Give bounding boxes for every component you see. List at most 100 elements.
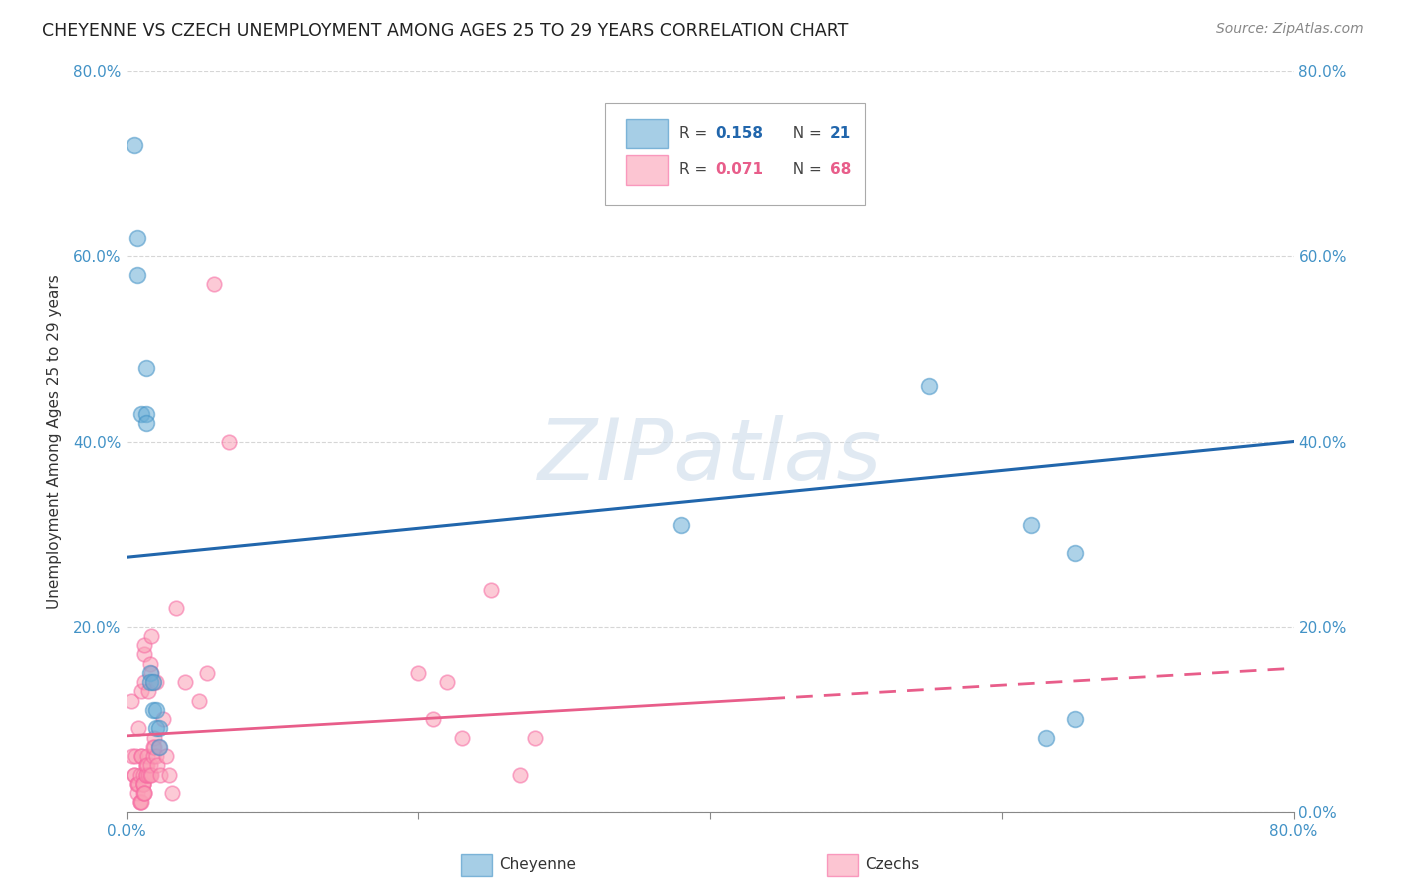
Point (141, 767, 163, 781)
Point (138, 684, 160, 698)
Text: ZIPatlas: ZIPatlas (538, 415, 882, 498)
Point (134, 407, 156, 421)
Point (142, 675, 165, 690)
Point (669, 517, 692, 532)
Text: R =: R = (679, 162, 713, 178)
Point (1019, 517, 1042, 532)
Point (509, 767, 531, 781)
Point (145, 703, 167, 717)
Point (134, 758, 156, 772)
Point (129, 407, 152, 421)
Point (134, 758, 156, 772)
Point (124, 749, 146, 764)
Point (132, 638, 155, 652)
Point (125, 777, 148, 791)
Point (129, 749, 152, 764)
Point (129, 749, 152, 764)
Point (136, 758, 159, 772)
Point (128, 767, 150, 781)
Text: Source: ZipAtlas.com: Source: ZipAtlas.com (1216, 22, 1364, 37)
Point (139, 657, 162, 671)
Point (122, 138, 145, 153)
Point (122, 767, 145, 781)
Text: Czechs: Czechs (865, 857, 920, 872)
Point (218, 434, 240, 449)
Point (125, 786, 148, 800)
Point (131, 786, 153, 800)
Text: R =: R = (679, 126, 713, 141)
Point (131, 767, 153, 781)
Point (121, 749, 143, 764)
Point (143, 739, 166, 754)
Point (142, 675, 165, 690)
Point (148, 722, 170, 736)
Point (1063, 712, 1085, 726)
Point (127, 722, 149, 736)
Point (479, 582, 502, 597)
Point (165, 601, 187, 615)
Point (195, 665, 218, 680)
Point (145, 749, 167, 764)
Text: CHEYENNE VS CZECH UNEMPLOYMENT AMONG AGES 25 TO 29 YEARS CORRELATION CHART: CHEYENNE VS CZECH UNEMPLOYMENT AMONG AGE… (42, 22, 849, 40)
Text: 68: 68 (830, 162, 851, 178)
Point (129, 796, 152, 810)
Point (134, 360, 156, 375)
Point (127, 777, 149, 791)
Point (152, 712, 174, 726)
Text: 0.158: 0.158 (716, 126, 763, 141)
Point (145, 675, 167, 690)
Point (131, 777, 153, 791)
Point (132, 786, 155, 800)
Point (174, 675, 197, 690)
Text: Cheyenne: Cheyenne (499, 857, 576, 872)
Point (128, 796, 150, 810)
Point (132, 675, 155, 690)
Point (132, 648, 155, 662)
Point (142, 703, 165, 717)
Point (141, 629, 163, 643)
Point (160, 786, 183, 800)
Point (524, 731, 547, 745)
Point (139, 767, 162, 781)
Point (1063, 545, 1085, 560)
Y-axis label: Unemployment Among Ages 25 to 29 years: Unemployment Among Ages 25 to 29 years (46, 274, 62, 609)
Point (142, 749, 165, 764)
Point (131, 777, 153, 791)
Point (143, 731, 166, 745)
Point (122, 767, 145, 781)
Point (134, 767, 156, 781)
Text: N =: N = (783, 162, 827, 178)
Point (142, 739, 165, 754)
Point (149, 767, 172, 781)
Point (918, 379, 941, 393)
Point (139, 665, 162, 680)
Point (188, 694, 211, 708)
Point (136, 749, 159, 764)
Point (129, 684, 152, 698)
Point (138, 767, 160, 781)
Point (157, 767, 180, 781)
Point (148, 739, 170, 754)
Point (1035, 731, 1057, 745)
Point (125, 231, 148, 245)
Point (132, 786, 155, 800)
Point (120, 694, 142, 708)
Point (131, 777, 153, 791)
Point (422, 712, 444, 726)
Point (125, 777, 148, 791)
Point (139, 758, 162, 772)
Point (146, 758, 169, 772)
Point (202, 277, 225, 292)
Text: N =: N = (783, 126, 827, 141)
Point (134, 416, 156, 430)
Point (148, 739, 170, 754)
Text: 0.071: 0.071 (716, 162, 763, 178)
Text: 21: 21 (830, 126, 851, 141)
Point (155, 749, 177, 764)
Point (408, 665, 430, 680)
Point (125, 268, 148, 282)
Point (134, 767, 156, 781)
Point (436, 675, 458, 690)
Point (141, 665, 163, 680)
Point (145, 722, 167, 736)
